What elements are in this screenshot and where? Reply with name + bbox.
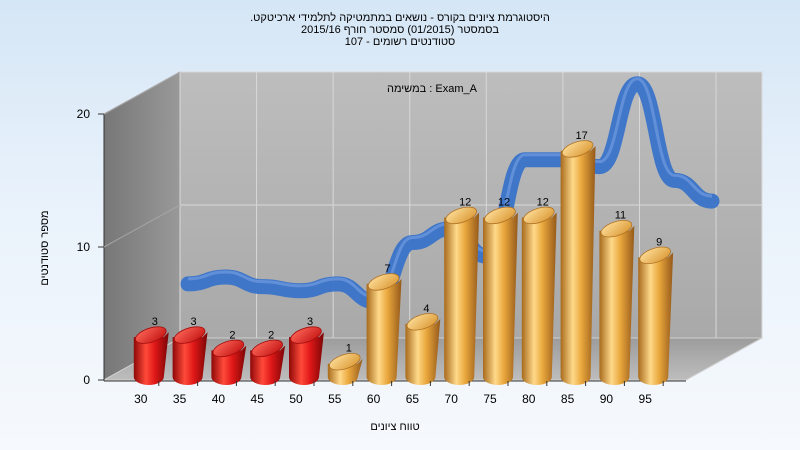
bar-85: [560, 140, 596, 385]
x-tick-label: 70: [445, 392, 459, 406]
bar-body: [289, 332, 324, 385]
x-tick-label: 30: [134, 392, 148, 406]
bar-body: [133, 332, 169, 385]
y-tick-label: 20: [77, 107, 91, 121]
value-label: 9: [656, 236, 662, 248]
value-label: 12: [459, 196, 471, 208]
x-tick-label: 75: [483, 392, 497, 406]
bar-60: [366, 273, 402, 385]
exam-label: Exam_A : במשימה: [387, 83, 478, 95]
chart-title-line-3: סטודנטים רשומים - 107: [344, 36, 456, 48]
bar-80: [521, 206, 557, 385]
x-tick-label: 50: [289, 392, 303, 406]
bar-body: [483, 212, 518, 385]
x-ticks-layer: 30 35 40 45 50 55 60 65 70 75 80 85 90 95: [134, 381, 664, 406]
bar-body: [366, 279, 402, 385]
bar-top: [445, 206, 477, 225]
bar-35: [172, 326, 208, 385]
x-tick-label: 60: [367, 392, 381, 406]
bar-top: [484, 206, 516, 225]
value-label: 1: [346, 343, 352, 355]
value-label: 12: [498, 196, 510, 208]
x-tick-label: 45: [251, 392, 265, 406]
bar-body: [560, 146, 596, 385]
bar-top: [290, 326, 322, 344]
bar-30: [133, 326, 169, 385]
x-tick-label: 90: [600, 392, 614, 406]
y-tick-label: 10: [77, 240, 91, 254]
bar-top: [329, 353, 361, 371]
value-label: 12: [537, 196, 549, 208]
bar-top: [135, 326, 167, 344]
value-label: 2: [268, 329, 274, 341]
value-label: 11: [615, 210, 626, 222]
bar-top: [173, 326, 206, 344]
x-axis-label: טווח ציונים: [370, 421, 419, 433]
bar-body: [521, 212, 557, 385]
bar-95: [638, 246, 674, 385]
bar-top: [561, 140, 594, 158]
value-label: 3: [307, 316, 313, 328]
chart-title-line-1: היסטוגרמת ציונים בקורס - נושאים במתמטיקה…: [250, 12, 550, 24]
bar-70: [444, 206, 480, 385]
bar-65: [405, 313, 441, 385]
bar-top: [523, 206, 555, 225]
x-tick-label: 65: [406, 392, 420, 406]
bar-body: [638, 252, 674, 385]
bar-40: [211, 339, 247, 385]
bar-45: [250, 339, 286, 385]
bar-body: [405, 319, 441, 385]
bar-top: [639, 246, 671, 264]
bar-top: [251, 339, 283, 358]
bar-top: [212, 339, 245, 358]
bar-top: [406, 313, 439, 331]
chart-title-line-2: בסמסטר (01/2015) סמסטר חורף 2015/16: [300, 24, 500, 36]
bar-body: [599, 225, 635, 385]
value-label: 4: [423, 303, 429, 315]
value-label: 2: [229, 329, 235, 341]
value-label: 3: [191, 316, 197, 328]
y-ticks-layer: 0 10 20: [77, 107, 104, 387]
bar-top: [600, 220, 633, 238]
bar-50: [289, 326, 324, 385]
bar-55: [327, 353, 363, 385]
gridline-side-10: [103, 204, 181, 248]
value-label: 7: [385, 263, 391, 275]
value-label: 17: [575, 130, 587, 142]
bar-body: [172, 332, 208, 385]
x-tick-label: 80: [522, 392, 536, 406]
bar-body: [444, 212, 480, 385]
bar-top: [367, 273, 400, 291]
y-axis-label: מספר סטודנטים: [39, 210, 51, 285]
gridline-side-20: [103, 71, 181, 115]
bars-layer: [133, 140, 674, 385]
x-tick-label: 85: [561, 392, 575, 406]
x-tick-label: 95: [639, 392, 653, 406]
bar-90: [599, 220, 635, 385]
bar-75: [483, 206, 518, 385]
x-tick-label: 40: [212, 392, 226, 406]
y-tick-label: 0: [83, 373, 90, 387]
x-tick-label: 55: [328, 392, 342, 406]
value-label: 3: [152, 316, 158, 328]
x-tick-label: 35: [173, 392, 187, 406]
